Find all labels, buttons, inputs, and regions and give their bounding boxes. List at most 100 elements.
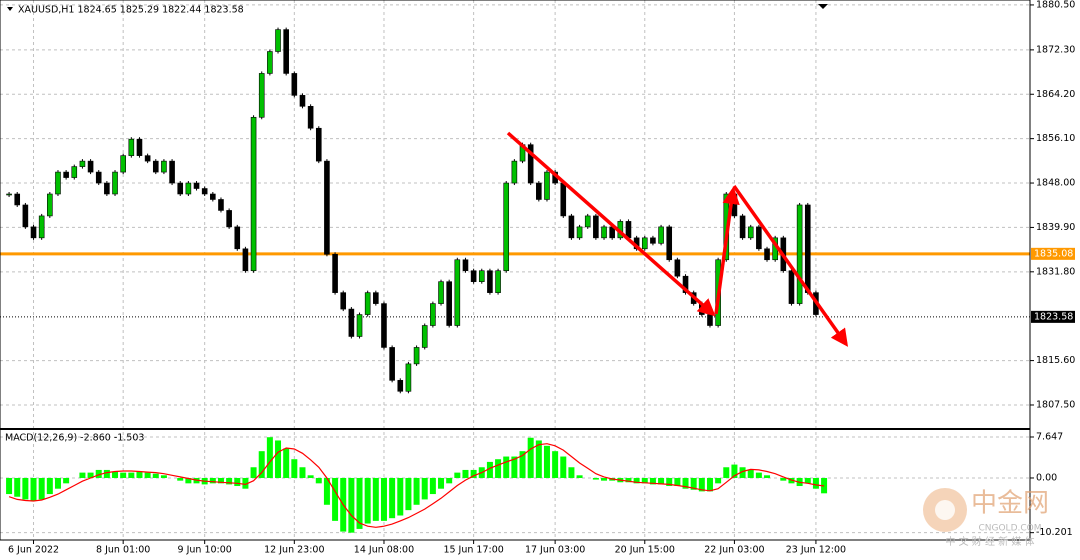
candle bbox=[275, 29, 281, 52]
y-tick-label: 0.00 bbox=[1036, 472, 1057, 483]
candle bbox=[593, 215, 599, 239]
macd-bar bbox=[747, 469, 754, 478]
macd-bar bbox=[372, 477, 379, 521]
candle bbox=[544, 171, 550, 200]
candle bbox=[796, 204, 803, 304]
macd-bar bbox=[568, 467, 575, 478]
candle bbox=[438, 281, 444, 304]
macd-bar bbox=[560, 456, 567, 478]
x-tick-label: 20 Jun 15:00 bbox=[615, 545, 675, 556]
candle bbox=[739, 215, 746, 239]
macd-bar bbox=[552, 451, 559, 478]
arrow bbox=[506, 131, 716, 317]
candle bbox=[315, 127, 322, 162]
candle bbox=[804, 204, 811, 293]
macd-bar bbox=[234, 477, 241, 487]
candle bbox=[234, 226, 241, 250]
macd-bar bbox=[315, 477, 322, 484]
macd-bar bbox=[128, 472, 135, 478]
macd-bar bbox=[405, 477, 412, 511]
candle bbox=[299, 95, 306, 107]
candle bbox=[747, 226, 754, 239]
candle bbox=[511, 160, 518, 184]
candle bbox=[397, 380, 404, 392]
candle bbox=[487, 270, 493, 293]
candle bbox=[568, 215, 575, 239]
candle bbox=[210, 193, 216, 200]
candle bbox=[650, 237, 656, 244]
candle bbox=[340, 292, 347, 310]
candle bbox=[470, 270, 477, 282]
y-tick-label: 1831.80 bbox=[1036, 266, 1075, 277]
candle bbox=[104, 182, 110, 195]
candle bbox=[641, 237, 648, 250]
macd-bar bbox=[87, 472, 94, 478]
macd-bar bbox=[592, 477, 599, 480]
candle bbox=[788, 270, 795, 304]
macd-bar bbox=[389, 477, 396, 519]
candle bbox=[756, 226, 762, 250]
candle bbox=[128, 138, 135, 156]
candle bbox=[478, 270, 485, 282]
candle bbox=[14, 193, 21, 206]
macd-bar bbox=[275, 440, 282, 478]
candle bbox=[283, 29, 289, 74]
candle bbox=[462, 259, 469, 272]
x-tick-label: 8 Jun 01:00 bbox=[96, 545, 150, 556]
candle bbox=[161, 160, 167, 173]
macd-bar bbox=[658, 477, 665, 485]
watermark-slogan: 中 文 财 经 新 媒 体 bbox=[945, 535, 1034, 548]
candle bbox=[258, 73, 265, 118]
candle bbox=[63, 171, 69, 178]
candle bbox=[584, 215, 591, 228]
macd-bar bbox=[177, 477, 184, 481]
candle bbox=[601, 226, 607, 239]
candle bbox=[405, 363, 412, 392]
candle bbox=[356, 314, 363, 337]
candle bbox=[413, 347, 420, 365]
macd-bar bbox=[250, 467, 257, 478]
macd-bar bbox=[6, 477, 13, 495]
macd-bar bbox=[380, 477, 387, 521]
candle bbox=[332, 253, 338, 293]
macd-bar bbox=[348, 477, 355, 533]
candle bbox=[430, 303, 436, 326]
candle bbox=[185, 182, 192, 195]
macd-bar bbox=[323, 477, 330, 505]
candle bbox=[47, 193, 53, 217]
watermark-logo: 中金网 bbox=[971, 489, 1049, 519]
y-tick-label: 7.647 bbox=[1036, 431, 1063, 442]
macd-bar bbox=[519, 451, 526, 478]
candle bbox=[71, 166, 78, 178]
macd-bar bbox=[543, 445, 550, 478]
candle bbox=[527, 144, 534, 184]
x-tick-label: 6 Jun 2022 bbox=[8, 545, 59, 556]
macd-bar bbox=[495, 459, 502, 478]
level-label: 1835.08 bbox=[1034, 248, 1073, 259]
macd-bar bbox=[690, 477, 697, 490]
candle bbox=[6, 193, 12, 196]
macd-bar bbox=[723, 467, 730, 478]
candle bbox=[674, 259, 681, 277]
macd-bar bbox=[625, 477, 632, 483]
candle bbox=[152, 160, 159, 173]
macd-bar bbox=[804, 477, 811, 484]
arrow bbox=[714, 186, 740, 315]
macd-bar bbox=[160, 475, 167, 478]
candle bbox=[666, 226, 673, 261]
last-price-label: 1823.58 bbox=[1034, 311, 1073, 322]
candle bbox=[55, 171, 61, 195]
macd-bar bbox=[739, 467, 746, 478]
macd-bar bbox=[291, 459, 298, 478]
x-tick-label: 12 Jun 23:00 bbox=[264, 545, 324, 556]
candle bbox=[495, 270, 501, 293]
candle bbox=[250, 116, 257, 272]
macd-bar bbox=[209, 477, 216, 484]
macd-bar bbox=[299, 467, 306, 478]
y-tick-label: 1872.30 bbox=[1036, 44, 1075, 55]
macd-bar bbox=[413, 477, 420, 505]
candle bbox=[112, 171, 118, 195]
annotation-arrows bbox=[506, 131, 849, 347]
macd-bar bbox=[397, 477, 404, 516]
